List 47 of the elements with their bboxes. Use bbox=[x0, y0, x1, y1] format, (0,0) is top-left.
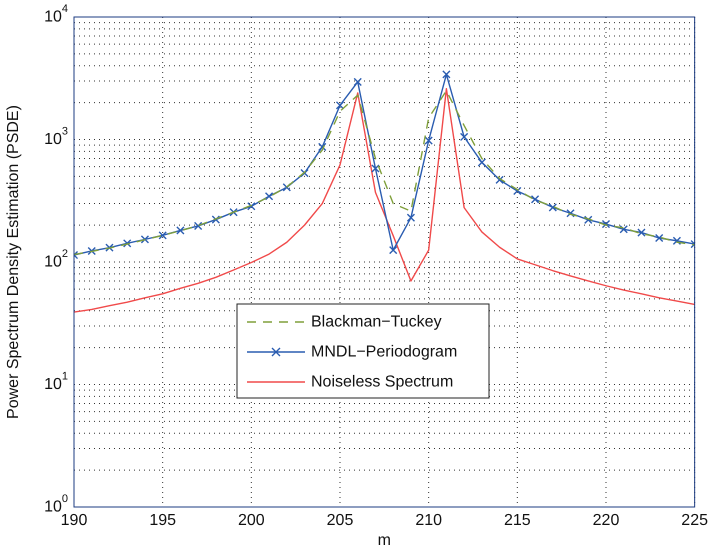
y-axis-title: Power Spectrum Density Estimation (PSDE) bbox=[5, 105, 22, 419]
point bbox=[424, 136, 433, 145]
point bbox=[548, 203, 558, 212]
point bbox=[530, 195, 540, 204]
point bbox=[212, 215, 220, 224]
point bbox=[88, 246, 96, 256]
point bbox=[247, 202, 256, 211]
point bbox=[388, 246, 398, 254]
x-tick-label: 225 bbox=[681, 512, 708, 530]
point bbox=[637, 228, 646, 237]
point bbox=[122, 239, 132, 248]
x-tick-label: 220 bbox=[592, 512, 620, 530]
point bbox=[619, 225, 628, 234]
x-tick-label: 195 bbox=[149, 512, 176, 530]
legend-label: MNDL−Periodogram bbox=[311, 343, 458, 360]
point bbox=[229, 208, 238, 216]
x-tick-label: 210 bbox=[415, 512, 442, 530]
point bbox=[158, 231, 167, 240]
point bbox=[336, 101, 344, 110]
point bbox=[460, 132, 468, 142]
x-tick-label: 190 bbox=[60, 512, 88, 530]
point bbox=[353, 78, 362, 86]
point bbox=[672, 236, 682, 246]
point bbox=[318, 142, 326, 152]
point bbox=[513, 186, 522, 196]
point bbox=[406, 213, 416, 222]
point bbox=[442, 70, 451, 79]
point bbox=[566, 209, 575, 218]
point bbox=[282, 183, 292, 192]
x-tick-label: 205 bbox=[326, 512, 354, 530]
point bbox=[495, 176, 504, 184]
point bbox=[371, 164, 380, 173]
point bbox=[140, 235, 150, 244]
point bbox=[105, 243, 114, 252]
point bbox=[478, 158, 486, 167]
x-tick-label: 215 bbox=[504, 512, 531, 530]
point bbox=[194, 222, 202, 230]
x-tick-label: 200 bbox=[238, 512, 265, 530]
x-axis-title: m bbox=[378, 532, 391, 549]
legend-label: Noiseless Spectrum bbox=[311, 373, 454, 390]
point bbox=[654, 234, 664, 242]
point bbox=[264, 192, 274, 201]
point bbox=[176, 226, 185, 235]
point bbox=[602, 220, 610, 228]
point bbox=[300, 168, 309, 178]
legend-label: Blackman−Tuckey bbox=[311, 313, 442, 330]
point bbox=[584, 216, 592, 224]
